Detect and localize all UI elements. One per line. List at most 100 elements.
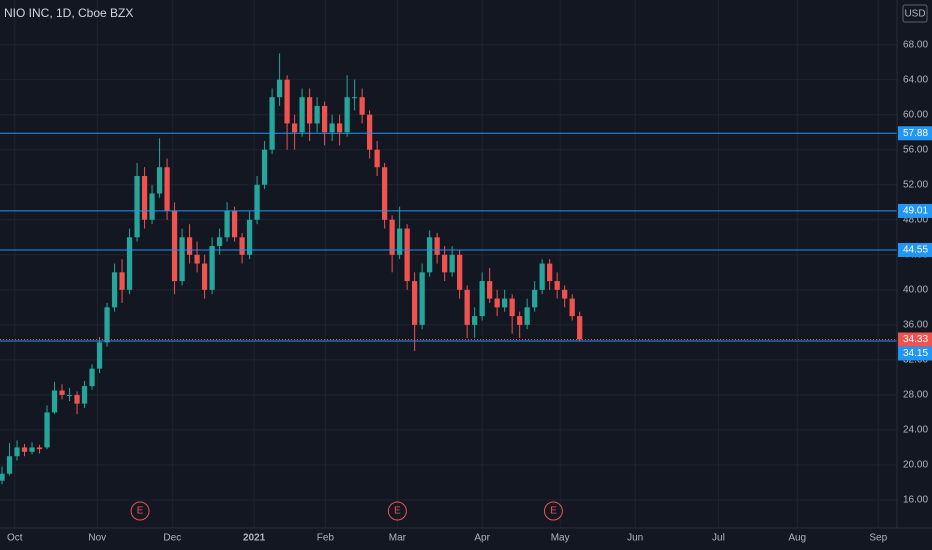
candle-body	[457, 254, 463, 290]
candle-body	[442, 254, 448, 273]
candle-body	[351, 97, 358, 99]
candle-body	[306, 97, 313, 124]
candle-body	[412, 281, 418, 325]
candle-body	[156, 167, 163, 194]
candle-body	[314, 105, 320, 124]
y-tick-label: 60.00	[903, 109, 928, 120]
candle-body	[502, 298, 508, 308]
price-label-box	[898, 346, 932, 361]
candle-body	[246, 219, 253, 255]
y-tick-label: 24.00	[903, 425, 928, 436]
candle-body	[209, 246, 215, 290]
candle-body	[119, 272, 125, 290]
price-label: 34.33	[903, 334, 928, 345]
candle-body	[434, 237, 440, 255]
candle-body	[201, 263, 208, 290]
y-tick-label: 16.00	[903, 495, 928, 506]
x-tick-label: Sep	[869, 533, 887, 544]
candle-body	[149, 193, 155, 220]
candle-body	[487, 281, 493, 299]
candle-body	[171, 211, 178, 282]
candle-body	[359, 97, 365, 115]
candle-body	[396, 228, 403, 255]
x-tick-label: Aug	[788, 533, 806, 544]
candle-body	[329, 123, 335, 133]
earnings-marker	[130, 501, 150, 521]
grid	[0, 0, 897, 528]
candle-body	[291, 123, 298, 133]
currency-box[interactable]	[902, 4, 928, 23]
candle-body	[104, 307, 110, 343]
earnings-marker	[543, 501, 563, 521]
y-tick-label: 52.00	[903, 179, 928, 190]
candle-body	[239, 237, 245, 255]
earnings-marker	[387, 501, 407, 521]
price-label: 57.88	[903, 128, 928, 139]
y-tick-label: 68.00	[903, 39, 928, 50]
price-label-box	[898, 126, 932, 141]
x-tick-label: Jun	[627, 533, 643, 544]
candle-body	[577, 316, 583, 340]
plot	[0, 53, 897, 485]
x-tick-label: May	[551, 533, 570, 544]
candle-body	[554, 281, 560, 290]
y-tick-label: 28.00	[903, 390, 928, 401]
price-label-box	[898, 332, 932, 347]
candle-body	[276, 79, 283, 98]
candle-body	[366, 114, 373, 150]
candle-body	[464, 289, 470, 325]
candle-body	[427, 237, 433, 273]
candle-body	[89, 368, 95, 387]
y-tick-label: 56.00	[903, 144, 928, 155]
candle-body	[517, 316, 523, 325]
candle-body	[134, 176, 140, 238]
x-tick-label: Mar	[389, 533, 407, 544]
y-tick-label: 48.00	[903, 214, 928, 225]
candle-body	[509, 298, 515, 317]
x-tick-label: Dec	[163, 533, 181, 544]
y-tick-label: 64.00	[903, 74, 928, 85]
candle-body	[374, 149, 380, 168]
x-tick-label: Oct	[7, 533, 23, 544]
currency: USD	[904, 9, 925, 20]
candle-body	[66, 394, 73, 396]
candle-body	[51, 390, 58, 413]
price-label-box	[898, 242, 932, 257]
candle-body	[96, 342, 103, 369]
earnings-label: E	[550, 506, 557, 517]
candle-body	[216, 237, 223, 247]
candle-body	[419, 272, 425, 325]
candle-body	[126, 237, 133, 290]
candle-body	[224, 211, 230, 238]
price-label: 34.15	[903, 348, 928, 359]
candle-body	[74, 394, 80, 404]
candle-body	[404, 228, 410, 282]
candle-body	[321, 105, 328, 133]
earnings-label: E	[394, 506, 401, 517]
x-tick-label: Apr	[474, 533, 490, 544]
candle-body	[179, 237, 185, 282]
candle-body	[111, 272, 118, 308]
candle-body	[381, 167, 388, 220]
candle-body	[21, 447, 28, 452]
candle-body	[284, 79, 290, 124]
candle-body	[472, 316, 478, 325]
candle-body	[261, 149, 268, 185]
candle-body	[562, 289, 568, 299]
candle-body	[231, 211, 238, 238]
candle-body	[532, 289, 538, 308]
candle-body	[186, 237, 193, 255]
candle-body	[569, 298, 575, 317]
candle-body	[164, 167, 170, 212]
candle-body	[36, 447, 43, 450]
candle-body	[141, 176, 148, 220]
candle-body	[254, 184, 260, 220]
y-tick-label: 36.00	[903, 319, 928, 330]
candle-body	[547, 263, 553, 282]
price-label: 49.01	[903, 206, 928, 217]
candle-body	[299, 97, 305, 133]
candle-body	[29, 447, 35, 452]
